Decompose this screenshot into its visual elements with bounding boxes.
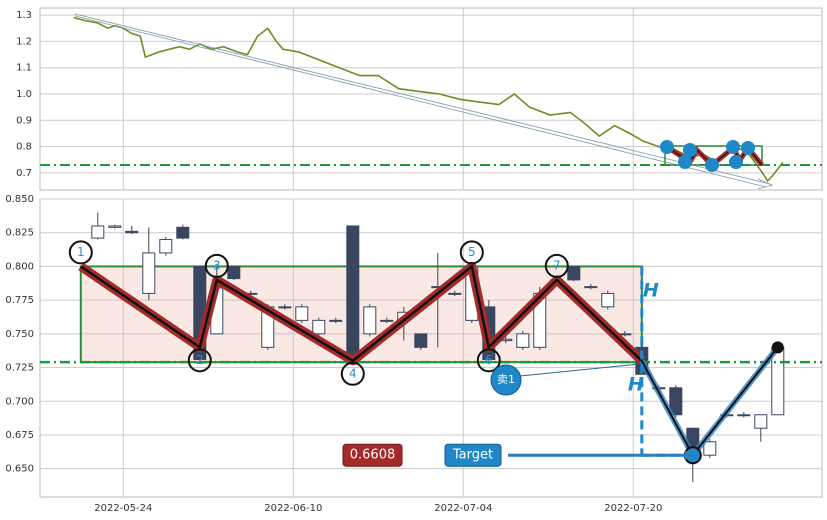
pivot-label: 1 (77, 245, 85, 259)
y-tick-label: 0.650 (5, 464, 34, 475)
candle-body (601, 292, 615, 308)
x-tick-label: 2022-05-24 (94, 503, 152, 514)
y-tick-label: 0.775 (5, 295, 34, 306)
candle-body (346, 225, 360, 360)
zigzag-line (80, 264, 643, 363)
y-tick-label: 0.7 (16, 168, 32, 179)
trend-arrow (74, 13, 774, 190)
candle-body (584, 286, 598, 289)
target-label: Target (452, 448, 493, 463)
y-tick-label: 1.3 (16, 10, 32, 21)
candle-body (91, 225, 105, 239)
x-tick-label: 2022-07-04 (434, 503, 492, 514)
candle-body (363, 306, 377, 335)
candle-body (380, 319, 394, 322)
candle-body (108, 225, 122, 228)
y-tick-label: 0.9 (16, 115, 32, 126)
candle-body (125, 230, 139, 234)
candle-body (414, 333, 428, 348)
y-tick-label: 0.850 (5, 194, 34, 205)
pivot-marker (544, 253, 569, 278)
pivot-label: 6 (485, 353, 493, 367)
candle-body (703, 441, 717, 456)
pivot-label: 4 (349, 366, 357, 380)
height-label: H (643, 280, 659, 302)
sell-pointer (519, 363, 638, 377)
height-label: H (628, 374, 644, 396)
candle-body (669, 387, 683, 416)
y-tick-label: 0.750 (5, 329, 34, 340)
pivot-marker (204, 253, 229, 278)
pivot-marker (476, 348, 501, 373)
target-arrowhead (684, 450, 693, 461)
pivot-label: 2 (196, 353, 204, 367)
y-tick-label: 0.825 (5, 228, 34, 239)
y-tick-label: 0.700 (5, 396, 34, 407)
y-tick-label: 0.800 (5, 261, 34, 272)
y-tick-label: 0.725 (5, 363, 34, 374)
candle-body (567, 265, 581, 281)
pivot-label: 5 (468, 245, 476, 259)
candle-body (754, 414, 768, 429)
target-box (444, 443, 502, 467)
pivot-marker (340, 361, 365, 386)
price-label: 0.6608 (350, 448, 396, 463)
y-tick-label: 1.1 (16, 63, 32, 74)
sell-marker (490, 364, 522, 396)
pivot-marker (187, 348, 212, 373)
price-line (73, 16, 784, 183)
top-frame (39, 7, 823, 191)
price-box (342, 443, 403, 467)
y-tick-label: 0.8 (16, 142, 32, 153)
pivot-marker (68, 240, 93, 265)
sell-label: 卖1 (497, 373, 515, 386)
pivot-label: 7 (553, 258, 561, 272)
candle-body (278, 306, 292, 309)
pivot-label: 3 (213, 258, 221, 272)
mini-pattern (660, 140, 764, 172)
candle-body (176, 226, 190, 239)
candle-body (329, 319, 343, 322)
candle-body (227, 265, 241, 280)
y-tick-label: 1.0 (16, 89, 32, 100)
projection-end (771, 341, 784, 354)
candle-body (159, 238, 173, 254)
candle-body (737, 414, 751, 417)
candle-body (312, 319, 326, 335)
x-tick-label: 2022-06-10 (264, 503, 322, 514)
pivot-marker (459, 240, 484, 265)
y-tick-label: 0.675 (5, 430, 34, 441)
candle-body (516, 333, 530, 348)
candle-body (295, 306, 309, 321)
y-tick-label: 1.2 (16, 36, 32, 47)
x-tick-label: 2022-07-20 (604, 503, 662, 514)
candle-body (448, 292, 462, 295)
candle-body (142, 252, 156, 294)
